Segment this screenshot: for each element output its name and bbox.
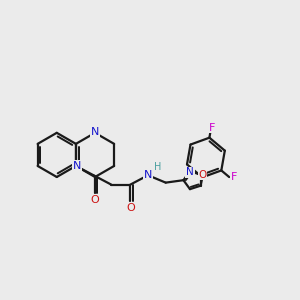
Text: N: N bbox=[186, 167, 194, 177]
Text: O: O bbox=[198, 169, 207, 180]
Text: F: F bbox=[209, 122, 216, 133]
Text: F: F bbox=[231, 172, 238, 182]
Text: N: N bbox=[73, 161, 81, 171]
Text: O: O bbox=[127, 203, 136, 213]
Text: N: N bbox=[144, 170, 152, 180]
Text: O: O bbox=[91, 195, 99, 205]
Text: H: H bbox=[154, 162, 161, 172]
Text: N: N bbox=[91, 127, 99, 137]
